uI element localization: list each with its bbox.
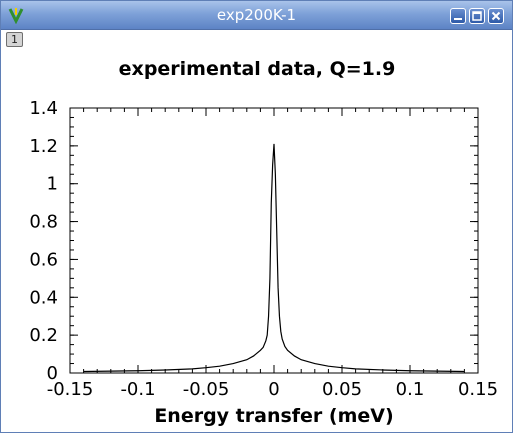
plot-tab[interactable]: 1 [6, 32, 23, 47]
y-tick-label: 1 [47, 174, 58, 195]
x-tick-label: -0.05 [183, 379, 230, 400]
y-tick-label: 0.8 [29, 212, 58, 233]
tick-labels: -0.15 -0.1 -0.05 0 0.05 0.1 0.15 0 0.2 0.4 0.6 0.8 1… [29, 98, 498, 400]
x-tick-label: 0.1 [396, 379, 425, 400]
series-line [83, 143, 465, 373]
title-bar[interactable]: exp200K-1 [1, 1, 512, 30]
y-tick-label: 0.2 [29, 325, 58, 346]
close-icon [491, 11, 501, 21]
window-title: exp200K-1 [216, 6, 297, 24]
x-tick-label: 0 [268, 379, 279, 400]
line-chart: experimental data, Q=1.9 -0.15 -0.1 -0.05 0… [29, 58, 498, 427]
y-tick-label: 0.6 [29, 249, 58, 270]
y-tick-label: 1.2 [29, 136, 58, 157]
close-button[interactable] [488, 8, 504, 24]
x-tick-label: 0.15 [458, 379, 498, 400]
x-tick-label: 0.05 [322, 379, 362, 400]
vdu-app-icon[interactable] [7, 6, 25, 24]
chart-title: experimental data, Q=1.9 [119, 58, 396, 80]
maximize-icon [472, 11, 482, 21]
x-axis-label: Energy transfer (meV) [154, 405, 393, 427]
y-tick-label: 0.4 [29, 287, 58, 308]
x-tick-label: -0.15 [47, 379, 94, 400]
y-tick-label: 1.4 [29, 98, 58, 119]
maximize-button[interactable] [469, 8, 485, 24]
y-tick-label: 0 [47, 363, 58, 384]
x-tick-label: -0.1 [120, 379, 155, 400]
minimize-button[interactable] [450, 8, 466, 24]
minimize-icon [454, 18, 462, 20]
